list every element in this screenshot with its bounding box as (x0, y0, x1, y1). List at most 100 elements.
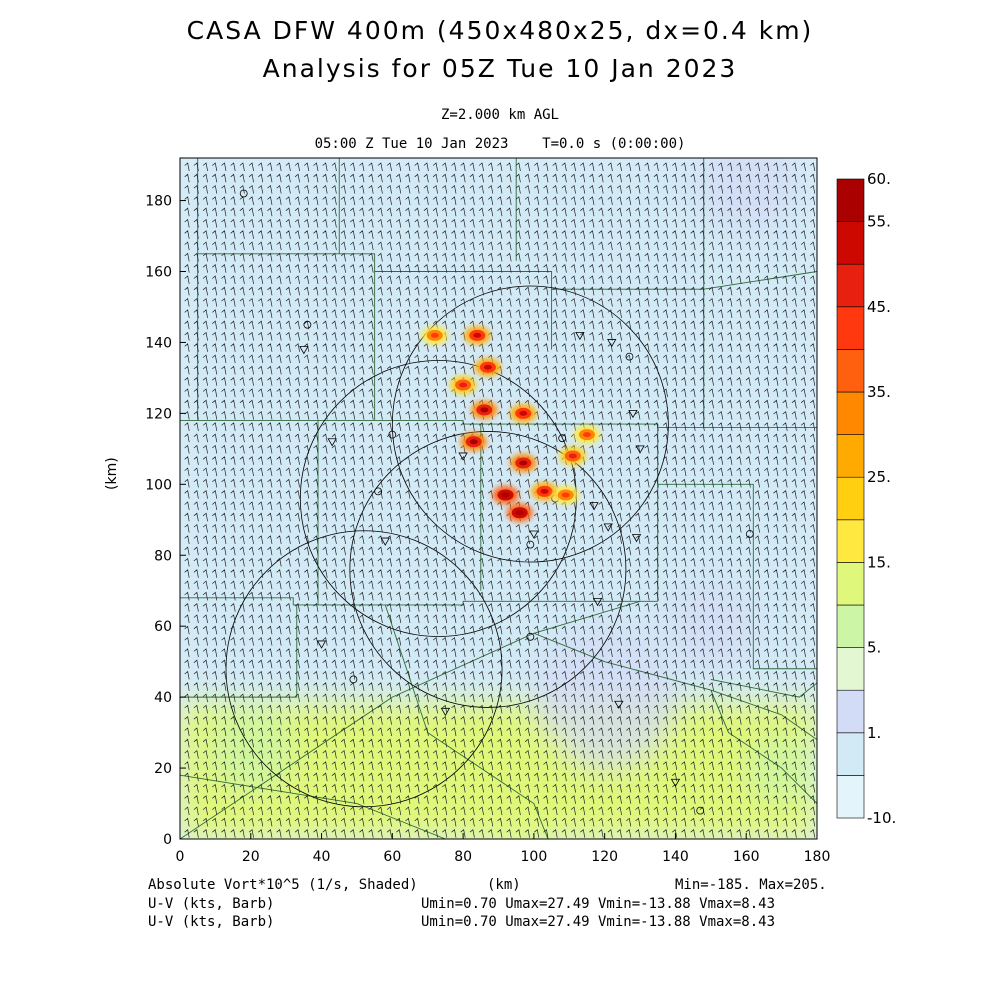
colorbar-segment (836, 434, 865, 478)
colorbar-label: 1. (867, 724, 881, 742)
level-label: Z=2.000 km AGL (440, 107, 559, 123)
county-boundary (180, 600, 641, 839)
station-marker (239, 189, 248, 198)
colorbar-segment (836, 476, 865, 521)
colorbar-segment (836, 519, 865, 563)
vorticity-patch (668, 583, 754, 669)
y-tick-label: 180 (145, 194, 172, 210)
station-marker (589, 502, 599, 511)
colorbar-label: 60. (867, 170, 891, 188)
valid-time-label: 05:00 Z Tue 10 Jan 2023 T=0.0 s (0:00:00… (314, 136, 686, 152)
station-marker (529, 530, 539, 539)
y-tick-label: 60 (154, 619, 172, 635)
colorbar-segment (836, 263, 865, 308)
colorbar-label: 45. (867, 298, 891, 316)
station-marker (607, 339, 617, 348)
storm-core-inner (480, 407, 489, 413)
county-boundary (180, 774, 446, 839)
chart-title-line1: CASA DFW 400m (450x480x25, dx=0.4 km) (186, 16, 814, 45)
station-marker (327, 438, 337, 447)
station-marker (631, 534, 642, 543)
x-tick-label: 0 (176, 849, 185, 865)
colorbar-label: 15. (867, 553, 891, 571)
station-marker (299, 346, 309, 355)
county-boundary (657, 483, 817, 670)
colorbar-label: 35. (867, 383, 891, 401)
vorticity-patch (533, 626, 676, 768)
station-marker (670, 778, 681, 788)
station-marker (374, 487, 383, 496)
station-marker (628, 409, 638, 419)
y-tick-label: 40 (154, 690, 172, 706)
station-marker (696, 806, 705, 815)
y-tick-label: 140 (145, 335, 172, 351)
y-tick-label: 100 (145, 477, 172, 493)
y-axis-label: (km) (104, 457, 120, 490)
uv-stats-2: Umin=0.70 Umax=27.49 Vmin=-13.88 Vmax=8.… (421, 914, 776, 930)
radar-range-ring (225, 530, 503, 808)
colorbar-segment (836, 391, 865, 435)
station-marker (625, 352, 634, 361)
y-tick-label: 160 (145, 265, 172, 281)
colorbar-segment (836, 221, 865, 265)
storm-core-inner (501, 492, 510, 498)
barb-field-label-2: U-V (kts, Barb) (148, 914, 275, 930)
storm-core-inner (540, 488, 549, 494)
colorbar-segment (836, 306, 865, 350)
radar-range-ring (349, 431, 627, 708)
vorticity-patch (746, 271, 817, 343)
colorbar-label: 25. (867, 468, 891, 486)
station-marker (603, 523, 613, 532)
x-tick-label: 100 (521, 849, 548, 865)
station-marker (526, 632, 535, 641)
storm-core-inner (519, 410, 528, 416)
station-marker (380, 537, 390, 546)
county-boundary (180, 420, 817, 429)
station-marker (349, 675, 358, 684)
county-boundary (384, 604, 549, 839)
y-tick-label: 80 (154, 548, 172, 564)
station-marker (388, 430, 397, 439)
colorbar-label: -10. (867, 809, 896, 827)
radar-range-ring (391, 285, 669, 563)
wind-barbs (180, 162, 816, 838)
x-tick-label: 160 (733, 849, 760, 865)
storm-core-inner (519, 460, 528, 466)
vorticity-patch (452, 722, 580, 839)
x-tick-label: 40 (313, 849, 331, 865)
barb-field-label-1: U-V (kts, Barb) (148, 896, 275, 912)
station-marker (303, 320, 312, 329)
colorbar-label: 5. (867, 639, 881, 657)
station-marker (316, 640, 327, 649)
min-max-label: Min=-185. Max=205. (675, 877, 827, 893)
colorbar-segment (836, 732, 865, 776)
vorticity-patch (696, 158, 796, 233)
y-tick-label: 120 (145, 406, 172, 422)
storm-core-inner (469, 439, 478, 445)
colorbar-segment (836, 689, 865, 734)
storm-core-inner (459, 382, 468, 388)
uv-stats-1: Umin=0.70 Umax=27.49 Vmin=-13.88 Vmax=8.… (421, 896, 776, 912)
storm-core-inner (473, 332, 482, 338)
storm-core-inner (515, 510, 524, 516)
field-shaded-label: Absolute Vort*10^5 (1/s, Shaded) (148, 877, 418, 893)
station-marker (575, 331, 585, 341)
station-marker (592, 597, 603, 607)
colorbar-segment (836, 647, 865, 691)
station-marker (745, 530, 754, 538)
x-tick-label: 20 (242, 849, 260, 865)
colorbar-segment (836, 604, 865, 648)
storm-core-inner (568, 453, 577, 459)
station-marker (526, 540, 535, 549)
x-tick-label: 120 (591, 849, 618, 865)
station-marker (558, 434, 567, 443)
x-tick-label: 180 (804, 849, 831, 865)
x-tick-label: 80 (454, 849, 472, 865)
y-tick-label: 0 (163, 832, 172, 848)
station-marker (635, 445, 645, 454)
chart-title-line2: Analysis for 05Z Tue 10 Jan 2023 (262, 54, 738, 83)
x-tick-label: 140 (662, 849, 689, 865)
station-marker (440, 707, 451, 717)
x-tick-label: 60 (383, 849, 401, 865)
county-boundary (710, 689, 817, 804)
